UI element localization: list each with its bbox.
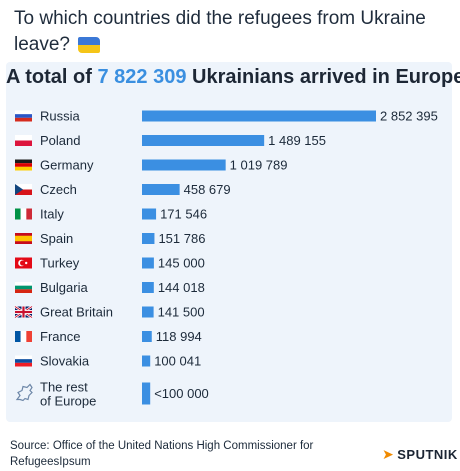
germany-flag-icon [15, 159, 32, 171]
bar [142, 257, 154, 269]
country-label: Poland [40, 133, 80, 148]
country-label: Germany [40, 158, 94, 173]
bulgaria-flag-icon [15, 282, 32, 293]
value-label: 100 041 [154, 354, 201, 369]
bar-chart: Russia 2 852 395 Poland 1 489 155 Germany 1 0… [14, 109, 438, 409]
uk-flag-icon [14, 305, 33, 319]
value-label: 118 994 [156, 329, 202, 344]
turkey-flag-icon [15, 257, 32, 269]
value-label: <100 000 [154, 386, 209, 401]
value-label: 144 018 [158, 280, 205, 295]
country-label: France [40, 329, 80, 344]
country-label: Spain [40, 231, 73, 246]
czech-flag-icon [15, 184, 32, 195]
ukraine-flag-icon [78, 37, 100, 53]
bar [142, 110, 376, 122]
bar [142, 159, 226, 171]
headline-total: 7 822 309 [97, 66, 187, 88]
value-label: 151 786 [158, 231, 205, 246]
bar [142, 233, 155, 244]
chart-headline: A total of 7 822 309 Ukrainians arrived … [6, 66, 460, 89]
value-label: 1 019 789 [230, 158, 288, 173]
sputnik-arrow-icon: ➤ [382, 446, 395, 462]
value-label: 141 500 [158, 305, 205, 320]
bar [142, 208, 157, 220]
country-label: Russia [40, 109, 81, 124]
question-title: To which countries did the refugees from… [14, 6, 444, 58]
bar [142, 331, 152, 342]
bar [142, 282, 154, 293]
country-label: Great Britain [40, 305, 113, 320]
bar [142, 355, 151, 367]
bar [142, 306, 154, 318]
chart-card: A total of 7 822 309 Ukrainians arrived … [6, 62, 460, 422]
value-label: 171 546 [160, 207, 207, 222]
value-label: 2 852 395 [380, 109, 438, 124]
value-label: 1 489 155 [268, 133, 326, 148]
country-label: Bulgaria [40, 280, 88, 295]
russia-flag-icon [15, 110, 32, 122]
country-label: Italy [40, 207, 64, 222]
bar [142, 382, 151, 405]
poland-flag-icon [15, 135, 32, 146]
europe-map-icon [15, 383, 33, 402]
sputnik-logo: ➤ SPUTNIK [382, 446, 458, 463]
headline-prefix: A total of [6, 66, 92, 88]
country-label: Czech [40, 182, 77, 197]
headline-suffix: Ukrainians arrived in Europe [192, 66, 460, 88]
source-note: Source: Office of the United Nations Hig… [10, 440, 314, 468]
italy-flag-icon [15, 208, 32, 220]
country-label: Turkey [40, 256, 80, 271]
value-label: 458 679 [184, 182, 231, 197]
value-label: 145 000 [158, 256, 205, 271]
spain-flag-icon [15, 233, 32, 244]
country-label: The rest of Europe [40, 380, 96, 409]
sputnik-logo-text: SPUTNIK [397, 447, 458, 462]
bar [142, 184, 180, 195]
country-label: Slovakia [40, 354, 90, 369]
question-text: To which countries did the refugees from… [14, 8, 426, 55]
france-flag-icon [15, 331, 32, 342]
slovakia-flag-icon [15, 355, 32, 367]
bar [142, 135, 265, 146]
